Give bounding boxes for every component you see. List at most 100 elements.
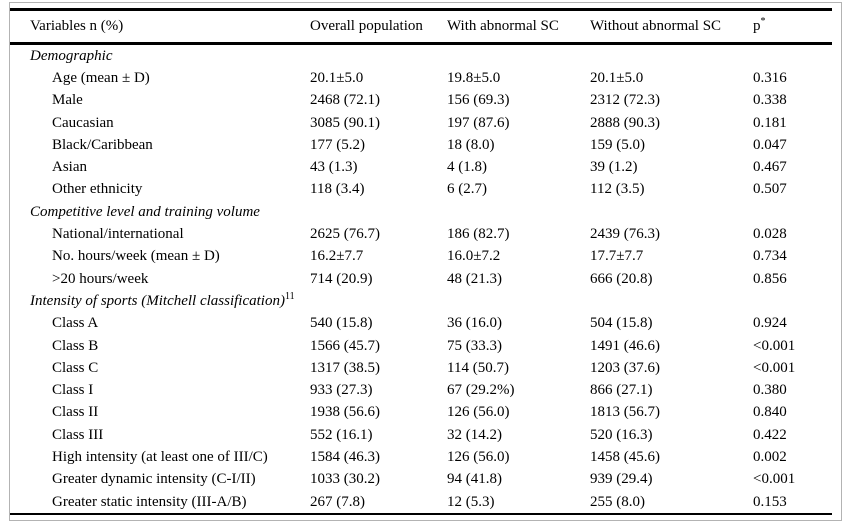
cell-with-abnormal-sc: 75 (33.3) <box>447 337 502 354</box>
cell-p-value: 0.028 <box>753 226 787 243</box>
cell-without-abnormal-sc: 2312 (72.3) <box>590 92 660 109</box>
cell-without-abnormal-sc: 504 (15.8) <box>590 315 653 332</box>
cell-without-abnormal-sc: 159 (5.0) <box>590 136 645 153</box>
cell-p-value: <0.001 <box>753 359 796 376</box>
cell-p-value: 0.380 <box>753 382 787 399</box>
cell-p-value: 0.924 <box>753 315 787 332</box>
cell-p-value: 0.422 <box>753 426 787 443</box>
cell-with-abnormal-sc: 197 (87.6) <box>447 114 510 131</box>
cell-with-abnormal-sc: 19.8±5.0 <box>447 69 501 86</box>
cell-overall-population: 3085 (90.1) <box>310 114 380 131</box>
table-row: Asian 43 (1.3) 4 (1.8) 39 (1.2) 0.467 <box>10 156 832 178</box>
cell-overall-population: 267 (7.8) <box>310 493 365 510</box>
cell-without-abnormal-sc: 39 (1.2) <box>590 159 638 176</box>
cell-p-value: 0.338 <box>753 92 787 109</box>
cell-variable: Male <box>52 92 83 109</box>
cell-overall-population: 1584 (46.3) <box>310 448 380 465</box>
cell-with-abnormal-sc: 18 (8.0) <box>447 136 495 153</box>
col-header-overall-population: Overall population <box>310 18 423 34</box>
cell-variable: High intensity (at least one of III/C) <box>52 448 268 465</box>
cell-overall-population: 16.2±7.7 <box>310 248 364 265</box>
table-row: Black/Caribbean 177 (5.2) 18 (8.0) 159 (5.0… <box>10 134 832 156</box>
table-row: >20 hours/week 714 (20.9) 48 (21.3) 666 (20… <box>10 268 832 290</box>
cell-p-value: 0.002 <box>753 448 787 465</box>
col-header-p-value: p* <box>753 10 832 44</box>
cell-p-value: 0.467 <box>753 159 787 176</box>
table-row: Male 2468 (72.1) 156 (69.3) 2312 (72.3) 0.33… <box>10 90 832 112</box>
header-row: Variables n (%) Overall population With … <box>10 10 832 44</box>
cell-with-abnormal-sc: 126 (56.0) <box>447 404 510 421</box>
paper-table: Variables n (%) Overall population With … <box>10 8 832 516</box>
cell-without-abnormal-sc: 520 (16.3) <box>590 426 653 443</box>
cell-variable: >20 hours/week <box>52 270 149 287</box>
cell-p-value: 0.856 <box>753 270 787 287</box>
cell-without-abnormal-sc: 112 (3.5) <box>590 181 645 198</box>
cell-overall-population: 1033 (30.2) <box>310 471 380 488</box>
col-header-variables: Variables n (%) <box>30 18 124 34</box>
table-row: Class A 540 (15.8) 36 (16.0) 504 (15.8) 0.92… <box>10 313 832 335</box>
cell-overall-population: 2625 (76.7) <box>310 226 380 243</box>
table-row: Caucasian 3085 (90.1) 197 (87.6) 2888 (90.3… <box>10 112 832 134</box>
cell-variable: Asian <box>52 159 87 176</box>
cell-without-abnormal-sc: 666 (20.8) <box>590 270 653 287</box>
cell-overall-population: 552 (16.1) <box>310 426 373 443</box>
section-row: Demographic <box>10 44 832 68</box>
table-header: Variables n (%) Overall population With … <box>10 10 832 44</box>
cell-variable: Class I <box>52 382 94 399</box>
cell-without-abnormal-sc: 2439 (76.3) <box>590 226 660 243</box>
cell-variable: Greater static intensity (III-A/B) <box>52 493 247 510</box>
cell-with-abnormal-sc: 114 (50.7) <box>447 359 509 376</box>
table-row: Age (mean ± D) 20.1±5.0 19.8±5.0 20.1±5.0 0.… <box>10 67 832 89</box>
table-row: Class II 1938 (56.6) 126 (56.0) 1813 (56.7)… <box>10 402 832 424</box>
cell-with-abnormal-sc: 126 (56.0) <box>447 448 510 465</box>
table-row: National/international 2625 (76.7) 186 (82… <box>10 223 832 245</box>
cell-p-value: 0.734 <box>753 248 787 265</box>
cell-variable: Greater dynamic intensity (C-I/II) <box>52 471 256 488</box>
cell-overall-population: 714 (20.9) <box>310 270 373 287</box>
cell-p-value: <0.001 <box>753 471 796 488</box>
cell-variable: Class II <box>52 404 99 421</box>
cell-p-value: 0.181 <box>753 114 787 131</box>
cell-overall-population: 177 (5.2) <box>310 136 365 153</box>
table-row: No. hours/week (mean ± D) 16.2±7.7 16.0±7.… <box>10 246 832 268</box>
cell-without-abnormal-sc: 1203 (37.6) <box>590 359 660 376</box>
section-title: Demographic <box>30 47 113 64</box>
cell-with-abnormal-sc: 94 (41.8) <box>447 471 502 488</box>
section-row: Competitive level and training volume <box>10 201 832 223</box>
table-row: Other ethnicity 118 (3.4) 6 (2.7) 112 (3.5)… <box>10 179 832 201</box>
cell-variable: Black/Caribbean <box>52 136 153 153</box>
cell-without-abnormal-sc: 1813 (56.7) <box>590 404 660 421</box>
cell-p-value: <0.001 <box>753 337 796 354</box>
section-row: Intensity of sports (Mitchell classifica… <box>10 290 832 312</box>
cell-variable: Other ethnicity <box>52 181 143 198</box>
cell-p-value: 0.840 <box>753 404 787 421</box>
table-row: Greater dynamic intensity (C-I/II) 1033 (… <box>10 469 832 491</box>
cell-overall-population: 20.1±5.0 <box>310 69 364 86</box>
cell-without-abnormal-sc: 17.7±7.7 <box>590 248 644 265</box>
cell-overall-population: 2468 (72.1) <box>310 92 380 109</box>
cell-with-abnormal-sc: 186 (82.7) <box>447 226 510 243</box>
table-row: Class I 933 (27.3) 67 (29.2%) 866 (27.1) 0.3… <box>10 379 832 401</box>
cell-p-value: 0.316 <box>753 69 787 86</box>
cell-variable: National/international <box>52 226 184 243</box>
cell-variable: Age (mean ± D) <box>52 69 150 86</box>
cell-variable: Class B <box>52 337 99 354</box>
table-row: Class C 1317 (38.5) 114 (50.7) 1203 (37.6) <… <box>10 357 832 379</box>
cell-overall-population: 1938 (56.6) <box>310 404 380 421</box>
table-row: Greater static intensity (III-A/B) 267 (7… <box>10 491 832 514</box>
section-title: Competitive level and training volume <box>30 203 260 220</box>
cell-with-abnormal-sc: 156 (69.3) <box>447 92 510 109</box>
cell-overall-population: 118 (3.4) <box>310 181 365 198</box>
cell-with-abnormal-sc: 6 (2.7) <box>447 181 487 198</box>
p-footnote-marker: * <box>760 16 766 27</box>
cell-variable: Class A <box>52 315 99 332</box>
cell-overall-population: 540 (15.8) <box>310 315 373 332</box>
cell-without-abnormal-sc: 255 (8.0) <box>590 493 645 510</box>
cell-without-abnormal-sc: 1491 (46.6) <box>590 337 660 354</box>
cell-overall-population: 1566 (45.7) <box>310 337 380 354</box>
col-header-with-abnormal-sc: With abnormal SC <box>447 18 559 34</box>
table-row: Class III 552 (16.1) 32 (14.2) 520 (16.3) 0.… <box>10 424 832 446</box>
cell-without-abnormal-sc: 2888 (90.3) <box>590 114 660 131</box>
cell-variable: No. hours/week (mean ± D) <box>52 248 220 265</box>
cell-with-abnormal-sc: 48 (21.3) <box>447 270 502 287</box>
